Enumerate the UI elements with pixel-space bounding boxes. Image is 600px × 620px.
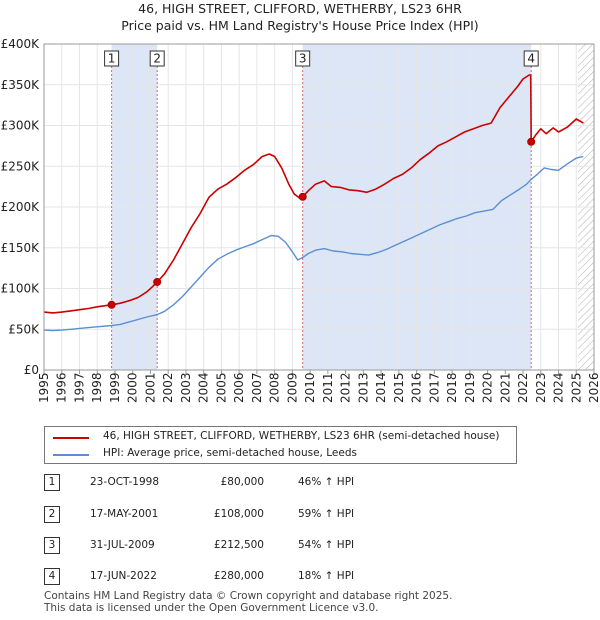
y-tick-label: £100K: [1, 282, 41, 296]
legend-label-hpi: HPI: Average price, semi-detached house,…: [103, 447, 357, 459]
sale-point: [153, 277, 162, 286]
sale-hpi-diff: 46% ↑ HPI: [298, 476, 355, 488]
x-tick-label: 2010: [303, 372, 317, 403]
sale-point: [107, 300, 116, 309]
sale-hpi-diff: 59% ↑ HPI: [298, 508, 355, 520]
sale-date: 31-JUL-2009: [90, 539, 155, 551]
x-tick-label: 2011: [321, 372, 335, 403]
x-tick-label: 2006: [232, 372, 246, 403]
sale-date: 17-MAY-2001: [90, 508, 159, 520]
x-tick-label: 2003: [179, 372, 193, 403]
sale-label-box: [295, 50, 311, 67]
x-tick-label: 2012: [339, 372, 353, 403]
price-paid-line: [44, 74, 584, 314]
sale-price: £280,000: [213, 570, 264, 582]
x-tick-label: 1998: [90, 372, 104, 403]
legend-item-price: 46, HIGH STREET, CLIFFORD, WETHERBY, LS2…: [45, 429, 516, 445]
x-tick-label: 2024: [552, 372, 566, 403]
chart-subtitle: Price paid vs. HM Land Registry's House …: [121, 18, 479, 33]
sale-point: [298, 192, 307, 201]
sale-label-box: [104, 50, 120, 67]
x-tick-label: 2005: [214, 372, 228, 403]
x-tick-label: 2021: [498, 372, 512, 403]
x-tick-label: 2025: [569, 372, 583, 403]
legend-item-hpi: HPI: Average price, semi-detached house,…: [45, 446, 516, 462]
footer-licence: This data is licensed under the Open Gov…: [44, 602, 379, 614]
x-tick-label: 2000: [126, 372, 140, 403]
sale-number-badge: 1: [44, 474, 60, 491]
x-tick-label: 1997: [72, 372, 86, 403]
sale-hpi-diff: 54% ↑ HPI: [298, 539, 355, 551]
sale-price: £212,500: [213, 539, 264, 551]
sale-number-badge: 2: [44, 506, 60, 523]
sale-price: £108,000: [213, 508, 264, 520]
x-tick-label: 2015: [392, 372, 406, 403]
y-tick-label: £50K: [8, 322, 40, 336]
hpi-line: [44, 155, 584, 332]
x-tick-label: 2002: [161, 372, 175, 403]
x-tick-label: 2016: [410, 372, 424, 403]
x-tick-label: 2017: [427, 372, 441, 403]
plot-frame: [43, 43, 595, 371]
sale-number-badge: 4: [44, 568, 60, 585]
legend-label-price: 46, HIGH STREET, CLIFFORD, WETHERBY, LS2…: [103, 430, 500, 442]
x-tick-label: 2008: [268, 372, 282, 403]
x-tick-label: 1995: [37, 372, 51, 403]
y-tick-label: £200K: [1, 200, 41, 214]
y-tick-label: £350K: [1, 78, 41, 92]
y-tick-label: £0: [24, 363, 39, 377]
y-tick-label: £300K: [1, 119, 41, 133]
x-tick-label: 2013: [356, 372, 370, 403]
legend-swatch-hpi: [53, 454, 89, 456]
sale-price: £80,000: [220, 476, 264, 488]
x-tick-label: 2019: [463, 372, 477, 403]
table-row: 3 31-JUL-2009 £212,500 54% ↑ HPI: [44, 537, 564, 555]
sale-label-box: [523, 50, 539, 67]
y-tick-label: £400K: [1, 37, 41, 51]
sale-label: 3: [299, 52, 307, 66]
x-tick-label: 2014: [374, 372, 388, 403]
sale-point: [527, 137, 536, 146]
table-row: 1 23-OCT-1998 £80,000 46% ↑ HPI: [44, 474, 564, 492]
legend-swatch-price: [53, 437, 89, 439]
table-row: 2 17-MAY-2001 £108,000 59% ↑ HPI: [44, 506, 564, 524]
table-row: 4 17-JUN-2022 £280,000 18% ↑ HPI: [44, 568, 564, 586]
x-tick-label: 2026: [587, 372, 600, 403]
chart-title: 46, HIGH STREET, CLIFFORD, WETHERBY, LS2…: [138, 1, 462, 16]
chart-legend: 46, HIGH STREET, CLIFFORD, WETHERBY, LS2…: [44, 426, 517, 464]
x-tick-label: 2001: [143, 372, 157, 403]
y-tick-label: £150K: [1, 241, 41, 255]
x-tick-label: 2007: [250, 372, 264, 403]
sale-hpi-diff: 18% ↑ HPI: [298, 570, 355, 582]
sale-label: 2: [153, 52, 161, 66]
sale-label-box: [149, 50, 165, 67]
price-chart: 1 2 3 4 £0 £50K £100K £150K £200K £250K £300K £350…: [1, 37, 600, 403]
x-tick-label: 2009: [285, 372, 299, 403]
x-tick-label: 1999: [108, 372, 122, 403]
x-tick-label: 1996: [55, 372, 69, 403]
x-tick-label: 2004: [197, 372, 211, 403]
x-tick-label: 2023: [534, 372, 548, 403]
x-tick-label: 2018: [445, 372, 459, 403]
sale-number-badge: 3: [44, 537, 60, 554]
sale-date: 23-OCT-1998: [90, 476, 159, 488]
x-tick-label: 2022: [516, 372, 530, 403]
footer-copyright: Contains HM Land Registry data © Crown c…: [44, 590, 453, 602]
sale-label: 1: [108, 52, 116, 66]
y-tick-label: £250K: [1, 159, 41, 173]
sale-date: 17-JUN-2022: [90, 570, 157, 582]
x-tick-label: 2020: [481, 372, 495, 403]
sale-label: 4: [527, 52, 535, 66]
